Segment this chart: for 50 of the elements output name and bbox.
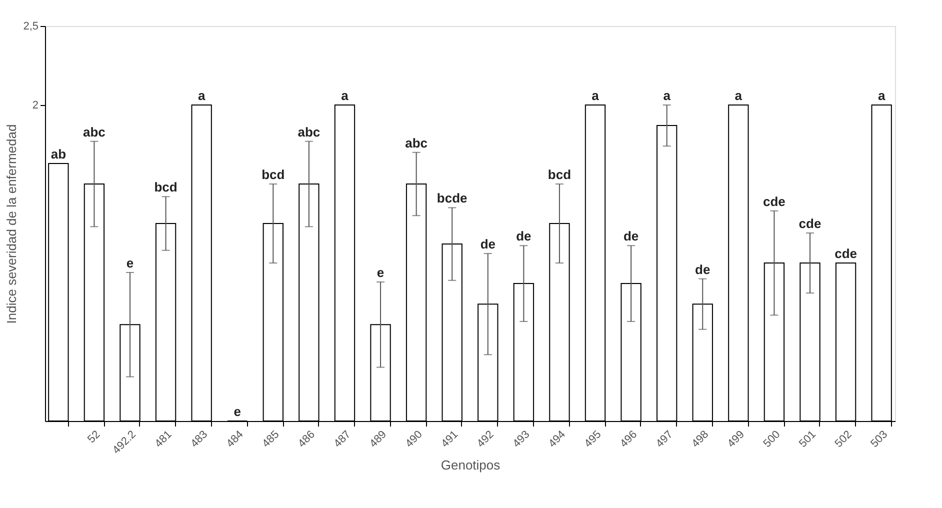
x-tick-label: 52 — [86, 428, 103, 446]
annotation: cde — [834, 246, 857, 261]
x-tick-label: 490 — [403, 428, 425, 450]
x-tick-label: 499 — [725, 428, 747, 450]
annotation: a — [663, 88, 672, 103]
x-tick-label: 503 — [868, 428, 890, 450]
annotation: abc — [405, 135, 428, 150]
x-tick-label: 493 — [510, 428, 532, 450]
x-tick-label: 489 — [368, 428, 390, 450]
annotation: cde — [763, 194, 786, 209]
y-tick-label: 2 — [32, 100, 38, 112]
x-tick-label: 502 — [832, 428, 854, 450]
x-tick-label: 491 — [439, 428, 461, 450]
annotation: abc — [298, 124, 320, 140]
x-tick-label: 496 — [618, 428, 640, 450]
x-tick-label: 492 — [474, 428, 496, 450]
x-tick-label: 497 — [654, 428, 676, 450]
annotation: de — [480, 236, 496, 252]
x-tick-label: 487 — [332, 428, 354, 450]
annotation: de — [623, 228, 639, 244]
x-tick-label: 486 — [296, 428, 318, 450]
annotation: a — [341, 88, 350, 103]
annotation: abc — [83, 124, 106, 140]
annotation: a — [878, 88, 886, 103]
annotation: de — [516, 228, 532, 244]
x-tick-label: 498 — [690, 428, 712, 450]
x-tick-label: 484 — [224, 428, 246, 450]
y-tick-label: 2,5 — [23, 20, 38, 32]
x-tick-label: 483 — [188, 428, 210, 450]
annotation: a — [198, 88, 206, 103]
x-tick-label: 494 — [546, 428, 568, 450]
annotation: a — [592, 88, 600, 103]
annotation: a — [734, 88, 743, 103]
x-tick-label: 500 — [761, 428, 783, 450]
x-tick-label: 501 — [797, 428, 818, 450]
annotation: bcd — [154, 180, 178, 195]
annotation: bcd — [548, 167, 572, 182]
annotation: bcd — [262, 167, 285, 182]
annotation: e — [234, 404, 241, 419]
annotation: e — [376, 264, 384, 280]
annotation: de — [695, 262, 710, 277]
annotation: ab — [50, 146, 66, 162]
x-axis-title: Genotipos — [440, 458, 501, 473]
y-axis-title: Indice severidad de la enfermedad — [4, 124, 20, 324]
annotation: bcde — [436, 190, 468, 206]
annotation: e — [126, 255, 134, 270]
x-tick-label: 495 — [582, 428, 604, 450]
x-tick-label: 481 — [152, 428, 174, 450]
annotation: cde — [798, 216, 822, 231]
x-tick-label: 485 — [260, 428, 282, 450]
